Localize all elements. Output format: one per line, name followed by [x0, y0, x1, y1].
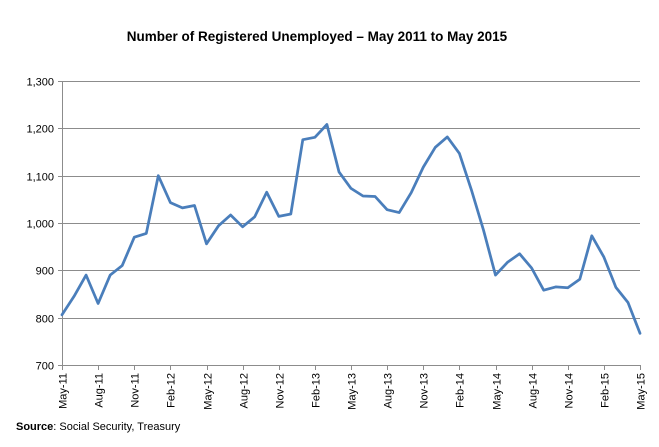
x-tick-label: Nov-11: [130, 373, 142, 408]
data-point: May-15: 767: [637, 330, 643, 336]
x-tick-label: Feb-12: [166, 373, 178, 408]
y-tick-label: 1,100: [26, 172, 54, 184]
data-point: Apr-15: 832: [625, 300, 631, 306]
y-tick-label: 700: [36, 361, 54, 373]
data-point: Jan-14: 1182: [444, 134, 450, 140]
data-point: Jul-14: 935: [517, 251, 523, 257]
chart-title: Number of Registered Unemployed – May 20…: [126, 29, 508, 44]
x-tick-label: Feb-14: [455, 373, 467, 408]
data-point: Sep-11: 890: [107, 272, 113, 278]
data-point: Mar-12: 1032: [179, 205, 185, 211]
data-point: Nov-13: 1118: [420, 164, 426, 170]
data-point: Jul-13: 1056: [372, 194, 378, 200]
x-tick-label: Aug-14: [528, 373, 540, 408]
x-tick-label: Feb-13: [311, 373, 323, 408]
data-point: May-11: 806: [59, 312, 65, 318]
data-point: Aug-12: 992: [240, 224, 246, 230]
series-layer: May-11: 806 Jun-11: 845 Jul-11: 890 Aug-11:…: [59, 122, 643, 336]
data-point: Apr-14: 985: [481, 227, 487, 233]
data-point: Oct-14: 865: [553, 284, 559, 290]
x-tick-label: May-14: [492, 373, 504, 410]
data-point: Oct-11: 910: [119, 263, 125, 269]
y-tick-label: 800: [36, 314, 54, 326]
data-point: Dec-12: 1019: [288, 211, 294, 217]
data-point: Aug-13: 1028: [384, 207, 390, 213]
source-label: Source: [16, 421, 54, 433]
data-point: Mar-14: 1070: [468, 187, 474, 193]
data-point: Jun-12: 994: [216, 223, 222, 229]
x-axis-tick-labels: May-11 Aug-11 Nov-11 Feb-12 May-12 Aug-12 Nov-…: [58, 373, 648, 410]
gridlines: [62, 81, 640, 319]
data-point: Dec-13: 1160: [432, 144, 438, 150]
series-line: [60, 123, 642, 335]
data-point: May-12: 956: [204, 241, 210, 247]
x-tick-label: Nov-12: [275, 373, 287, 408]
data-point: Mar-15: 864: [613, 284, 619, 290]
data-point: Mar-13: 1208: [324, 122, 330, 128]
data-point: Feb-13: 1181: [312, 134, 318, 140]
x-tick-label: Aug-12: [239, 373, 251, 408]
data-point: Jul-12: 1017: [228, 212, 234, 218]
data-point: Feb-12: 1043: [167, 200, 173, 206]
y-tick-label: 1,000: [26, 219, 54, 231]
source-note: Source: Social Security, Treasury: [16, 421, 180, 433]
data-point: Feb-15: 928: [601, 254, 607, 260]
data-point: Apr-12: 1037: [192, 203, 198, 209]
data-point: Sep-13: 1022: [396, 210, 402, 216]
source-text: Social Security, Treasury: [59, 421, 181, 433]
x-tick-label: Feb-15: [600, 373, 612, 408]
data-point: Dec-14: 881: [577, 276, 583, 282]
data-point: Jan-12: 1100: [155, 173, 161, 179]
axes: [58, 81, 641, 370]
x-tick-label: May-12: [203, 373, 215, 410]
y-axis-tick-labels: 700 800 900 1,000 1,100 1,200 1,300: [26, 77, 54, 373]
data-point: Aug-11: 830: [95, 301, 101, 307]
data-point: May-13: 1073: [348, 185, 354, 191]
data-point: Jul-11: 890: [83, 272, 89, 278]
data-point: Aug-14: 905: [529, 265, 535, 271]
x-tick-label: Aug-11: [94, 373, 106, 408]
data-point: Sep-14: 858: [541, 287, 547, 293]
data-point: Apr-13: 1108: [336, 169, 342, 175]
data-point: Oct-13: 1064: [408, 190, 414, 196]
x-tick-label: Aug-13: [383, 373, 395, 408]
source-colon: :: [53, 421, 60, 433]
x-tick-label: Nov-13: [419, 373, 431, 408]
y-tick-label: 1,200: [26, 124, 54, 136]
data-point: Jan-15: 973: [589, 233, 595, 239]
data-point: Dec-11: 978: [143, 230, 149, 236]
data-point: Jun-11: 845: [71, 293, 77, 299]
x-tick-label: Nov-14: [564, 373, 576, 408]
data-point: Feb-14: 1147: [456, 150, 462, 156]
data-point: Jan-13: 1176: [300, 137, 306, 143]
data-point: Jun-13: 1057: [360, 193, 366, 199]
data-point: Nov-11: 970: [131, 234, 137, 240]
x-tick-label: May-11: [58, 373, 70, 409]
data-point: Nov-12: 1014: [276, 213, 282, 219]
data-point: May-14: 890: [493, 272, 499, 278]
x-tick-label: May-13: [347, 373, 359, 410]
data-point: Nov-14: 863: [565, 285, 571, 291]
data-point: Jun-14: 917: [505, 259, 511, 265]
y-tick-label: 900: [36, 266, 54, 278]
data-point: Sep-12: 1013: [252, 214, 258, 220]
x-tick-label: May-15: [636, 373, 648, 410]
y-tick-label: 1,300: [26, 77, 54, 89]
data-point: Oct-12: 1065: [264, 189, 270, 195]
